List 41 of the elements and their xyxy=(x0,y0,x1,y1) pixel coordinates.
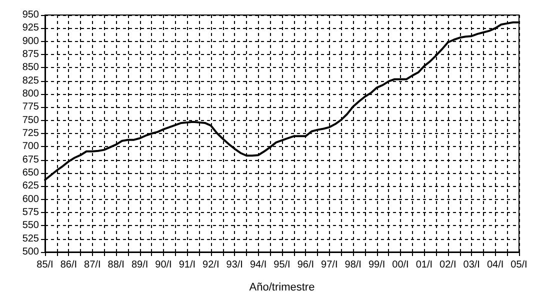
x-tick-label: 91/I xyxy=(178,260,196,270)
y-tick-label: 875 xyxy=(22,49,40,60)
y-tick-label: 775 xyxy=(22,102,40,113)
x-tick-label: 05/I xyxy=(510,260,528,270)
x-tick-label: 00/I xyxy=(392,260,409,270)
y-tick-label: 500 xyxy=(22,246,40,258)
y-tick-label: 850 xyxy=(22,62,40,74)
x-tick-label: 97/I xyxy=(321,260,338,270)
x-tick-label: 85/I xyxy=(36,260,54,270)
y-tick-label: 575 xyxy=(22,207,40,218)
y-tick-label: 900 xyxy=(22,36,40,47)
x-tick-label: 96/I xyxy=(297,260,314,270)
x-tick-label: 87/I xyxy=(84,260,101,270)
x-axis-title: Año/trimestre xyxy=(249,282,315,294)
y-tick-label: 825 xyxy=(22,75,40,86)
x-tick-label: 94/I xyxy=(250,260,267,270)
x-tick-label: 98/I xyxy=(344,260,362,270)
y-tick-label: 625 xyxy=(22,180,40,192)
y-tick-label: 700 xyxy=(22,141,40,152)
x-tick-label: 88/I xyxy=(108,260,124,270)
x-tick-label: 99/I xyxy=(368,260,386,270)
y-tick-label: 550 xyxy=(22,220,40,232)
y-tick-label: 725 xyxy=(22,128,40,139)
y-tick-label: 950 xyxy=(22,10,40,20)
y-tick-label: 675 xyxy=(22,154,40,166)
x-tick-label: 89/I xyxy=(131,260,148,270)
x-tick-label: 95/I xyxy=(274,260,290,270)
x-tick-label: 01/I xyxy=(416,260,433,270)
x-tick-label: 02/I xyxy=(440,260,456,270)
y-tick-label: 925 xyxy=(22,22,40,34)
x-tick-label: 86/I xyxy=(60,260,78,270)
y-tick-label: 600 xyxy=(22,194,40,205)
x-tick-label: 92/I xyxy=(202,260,220,270)
y-tick-label: 650 xyxy=(22,168,40,178)
y-tick-label: 800 xyxy=(22,88,40,100)
x-tick-label: 03/I xyxy=(463,260,480,270)
x-tick-label: 04/I xyxy=(486,260,504,270)
x-tick-label: 93/I xyxy=(226,260,243,270)
x-tick-label: 90/I xyxy=(155,260,172,270)
y-tick-label: 750 xyxy=(22,114,40,126)
y-tick-label: 525 xyxy=(22,233,40,244)
